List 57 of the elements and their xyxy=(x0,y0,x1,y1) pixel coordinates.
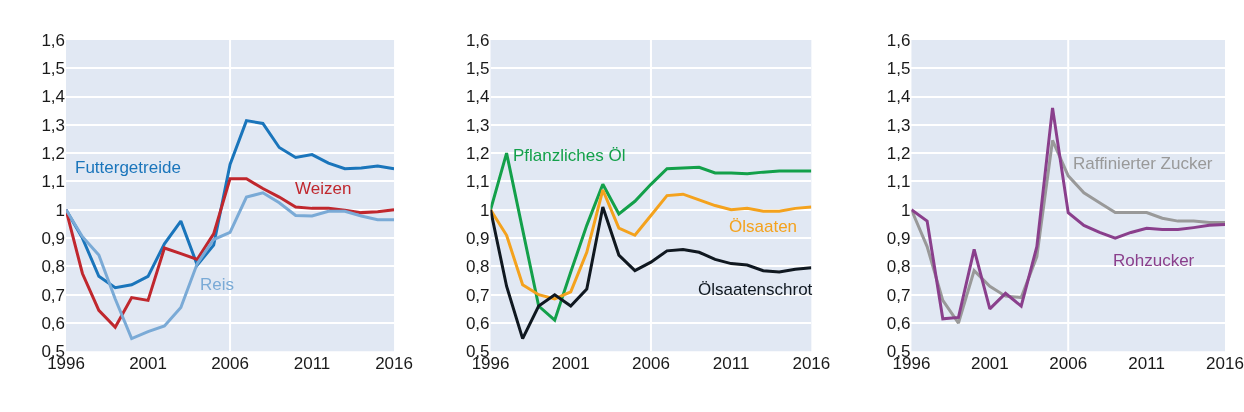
x-tick-label: 2001 xyxy=(129,354,167,374)
y-tick-label: 0,8 xyxy=(886,257,911,277)
x-tick-label: 2001 xyxy=(970,354,1009,374)
x-tick-label: 2016 xyxy=(1206,354,1244,374)
y-tick-label: 1 xyxy=(55,200,66,220)
y-tick-label: 1,5 xyxy=(886,59,911,79)
y-tick-label: 1,4 xyxy=(41,87,66,107)
line-series xyxy=(490,205,812,341)
y-tick-label: 1,3 xyxy=(41,115,66,135)
x-tick-label: 2006 xyxy=(211,354,249,374)
y-tick-label: 0,7 xyxy=(41,285,66,305)
y-tick-label: 1,6 xyxy=(41,30,66,50)
y-tick-label: 1,4 xyxy=(886,87,911,107)
y-tick-label: 0,9 xyxy=(465,229,490,249)
y-tick-label: 1,6 xyxy=(886,30,911,50)
series-label: Futtergetreide xyxy=(75,158,181,177)
line-series xyxy=(66,177,395,329)
series-label: Ölsaaten xyxy=(729,217,798,236)
y-tick-label: 0,6 xyxy=(886,314,911,333)
y-tick-label: 1,3 xyxy=(465,115,490,135)
line-series xyxy=(490,188,812,301)
y-tick-label: 1 xyxy=(480,200,490,220)
x-tick-label: 2016 xyxy=(375,354,413,374)
y-tick-label: 1,1 xyxy=(886,172,911,192)
x-tick-label: 2001 xyxy=(551,354,590,374)
y-tick-label: 0,6 xyxy=(41,314,66,333)
y-tick-label: 1 xyxy=(900,200,911,220)
y-tick-label: 1,1 xyxy=(465,172,490,192)
x-tick-label: 2016 xyxy=(792,354,831,374)
y-tick-label: 1,3 xyxy=(886,115,911,135)
y-tick-label: 1,2 xyxy=(465,144,490,164)
y-tick-label: 1,2 xyxy=(886,144,911,164)
y-tick-label: 0,9 xyxy=(41,229,66,249)
y-tick-label: 0,8 xyxy=(41,257,66,277)
x-tick-label: 2011 xyxy=(1128,354,1165,374)
y-tick-label: 1,6 xyxy=(465,30,490,50)
line-series xyxy=(911,106,1225,321)
x-tick-label: 2006 xyxy=(632,354,670,374)
series-label: Rohzucker xyxy=(1113,251,1195,270)
y-tick-label: 1,4 xyxy=(465,87,490,107)
y-tick-label: 1,5 xyxy=(465,59,490,79)
x-tick-label: 2011 xyxy=(712,354,750,374)
series-label: Ölsaatenschrot xyxy=(698,280,813,299)
series-label: Weizen xyxy=(295,179,352,198)
series-label: Reis xyxy=(200,275,235,294)
y-tick-label: 1,1 xyxy=(41,172,66,192)
y-tick-label: 0,6 xyxy=(465,314,490,333)
series-label: Raffinierter Zucker xyxy=(1073,154,1213,173)
y-tick-label: 0,7 xyxy=(886,285,911,305)
y-tick-label: 0,9 xyxy=(886,229,911,249)
y-tick-label: 0,7 xyxy=(465,285,490,305)
series-label: Pflanzliches Öl xyxy=(513,146,626,165)
y-tick-label: 1,5 xyxy=(41,59,66,79)
y-tick-label: 0,8 xyxy=(465,257,490,277)
x-tick-label: 2011 xyxy=(293,354,331,374)
x-tick-label: 2006 xyxy=(1049,354,1088,374)
y-tick-label: 1,2 xyxy=(41,144,66,164)
